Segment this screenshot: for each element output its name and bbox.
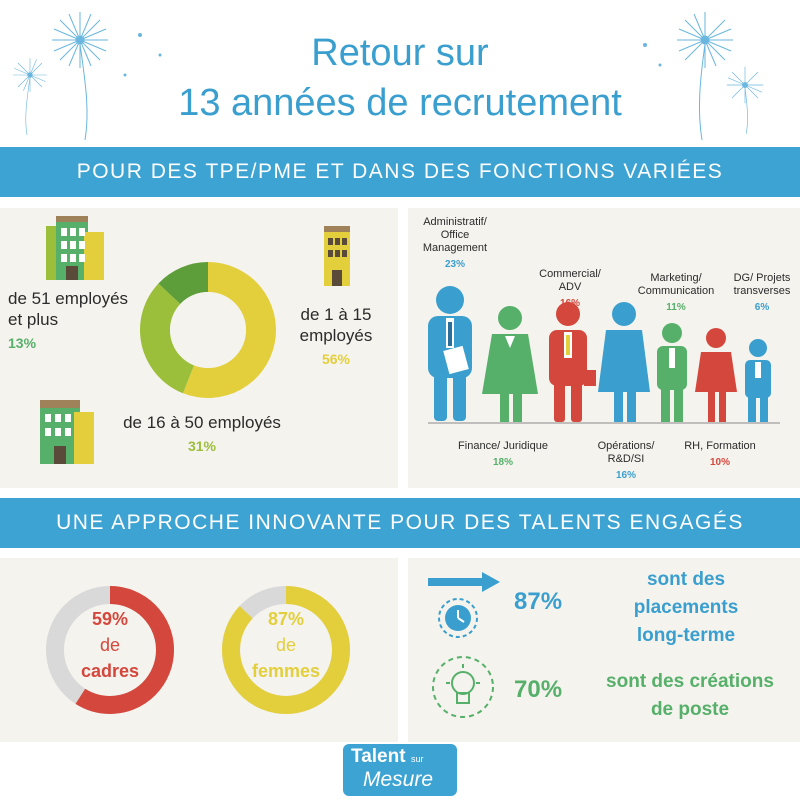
function-commercial-pct: 16% — [559, 298, 580, 309]
talent-sur-mesure-logo: Talent sur Mesure — [343, 744, 457, 796]
person-admin-icon — [428, 286, 472, 421]
medium-company-label: de 16 à 50 employés — [123, 413, 281, 432]
lightbulb-icon — [432, 656, 494, 718]
cadres-ring — [46, 586, 174, 714]
medium-company-pct: 31% — [187, 438, 217, 454]
femmes-de: de — [275, 635, 297, 655]
function-admin-pct: 23% — [444, 259, 465, 270]
placements-value: 87% — [514, 588, 563, 615]
cadres-pct: 59% — [91, 609, 129, 629]
section-band-2: UNE APPROCHE INNOVANTE POUR DES TALENTS … — [0, 498, 800, 548]
placements-text-3: long-terme — [636, 625, 736, 646]
function-dg-label: DG/ Projets transverses — [733, 272, 791, 297]
people-illustration — [428, 286, 780, 424]
small-company-label: de 1 à 15 — [300, 305, 372, 324]
function-marketing-label: Marketing/ Communication — [637, 272, 715, 297]
function-commercial-label: Commercial/ ADV — [539, 268, 601, 293]
company-size-donut — [140, 262, 276, 398]
function-admin-label: Administratif/ Office Management — [422, 216, 488, 254]
small-company-pct: 56% — [321, 351, 351, 367]
section-band-1: POUR DES TPE/PME ET DANS DES FONCTIONS V… — [0, 147, 800, 197]
function-hr-label: RH, Formation — [684, 440, 756, 452]
company-size-panel: de 51 employés et plus 13% de 1 à 15 emp… — [0, 208, 398, 488]
femmes-ring — [222, 586, 350, 714]
femmes-label: femmes — [251, 661, 321, 681]
logo-talent: Talent — [351, 746, 406, 767]
stats-panel: 87% sont des placements long-terme 70% s… — [408, 558, 800, 742]
function-operations-pct: 16% — [615, 470, 636, 481]
small-company-label-2: employés — [299, 326, 373, 345]
femmes-pct: 87% — [267, 609, 305, 629]
person-finance-icon — [482, 306, 538, 422]
large-building-icon — [46, 216, 104, 280]
person-operations-icon — [584, 302, 650, 422]
function-operations-label: Opérations/ R&D/SI — [597, 440, 655, 465]
function-finance-label: Finance/ Juridique — [458, 440, 548, 452]
large-company-label-2: et plus — [8, 310, 59, 329]
placements-text-2: placements — [633, 597, 739, 618]
logo-mesure: Mesure — [363, 768, 434, 791]
person-dg-icon — [745, 339, 771, 422]
creations-text-2: de poste — [650, 699, 730, 720]
functions-panel: Administratif/ Office Management 23% Com… — [408, 208, 800, 488]
person-marketing-icon — [657, 323, 687, 422]
large-company-pct: 13% — [8, 335, 37, 351]
person-commercial-icon — [549, 302, 587, 422]
page-title-line1: Retour sur — [311, 32, 489, 74]
function-finance-pct: 18% — [492, 457, 513, 468]
cadres-label: cadres — [80, 661, 140, 681]
donut-slice-0 — [182, 262, 276, 398]
donut-slice-1 — [140, 283, 195, 394]
page-title-line2: 13 années de recrutement — [178, 82, 622, 124]
creations-text-1: sont des créations — [606, 671, 774, 692]
small-building-icon — [324, 226, 350, 286]
creations-value: 70% — [514, 676, 563, 703]
dandelion-decoration — [13, 12, 764, 140]
cadres-de: de — [99, 635, 121, 655]
clock-arrow-icon — [428, 572, 500, 638]
donut-slice-2 — [158, 262, 208, 304]
placements-text-1: sont des — [646, 569, 726, 590]
function-dg-pct: 6% — [754, 302, 770, 313]
rings-panel: 59% de cadres 87% de femmes — [0, 558, 398, 742]
medium-building-icon — [40, 400, 94, 464]
function-marketing-pct: 11% — [666, 302, 686, 313]
function-hr-pct: 10% — [709, 457, 730, 468]
logo-sur: sur — [411, 754, 424, 764]
person-hr-icon — [695, 328, 737, 422]
large-company-label: de 51 employés — [8, 289, 129, 308]
